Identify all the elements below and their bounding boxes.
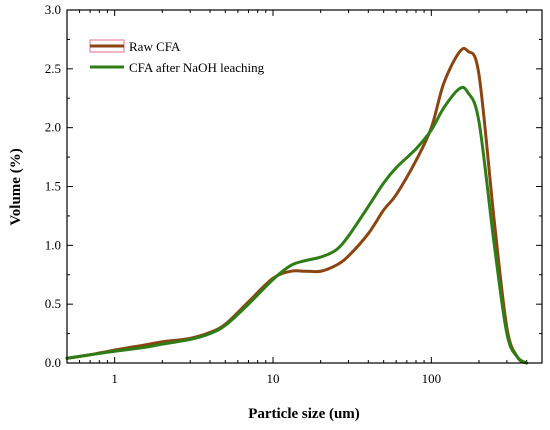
legend-label-naoh: CFA after NaOH leaching [129,60,265,75]
y-axis-title: Volume (%) [8,148,24,225]
ticks-layer: 0.0 0.5 1.0 1.5 2.0 2.5 3.0 1 10 100 [45,2,543,386]
series-line-naoh-leached [65,85,529,365]
x-tick-label: 100 [422,371,442,386]
x-tick-label: 10 [266,371,279,386]
legend-label-raw-cfa: Raw CFA [129,39,181,54]
x-axis-title: Particle size (um) [248,406,360,422]
y-tick-label: 2.5 [45,61,61,76]
legend: Raw CFA CFA after NaOH leaching [89,39,265,75]
y-tick-label: 3.0 [45,2,61,17]
series-layer [65,46,529,365]
y-tick-label: 0.5 [45,296,61,311]
plot-frame [66,9,543,364]
series-line-raw-cfa [65,46,529,365]
y-tick-label: 0.0 [45,355,61,370]
y-tick-label: 1.0 [45,237,61,252]
x-tick-label: 1 [111,371,118,386]
y-tick-label: 1.5 [45,179,61,194]
y-tick-label: 2.0 [45,120,61,135]
